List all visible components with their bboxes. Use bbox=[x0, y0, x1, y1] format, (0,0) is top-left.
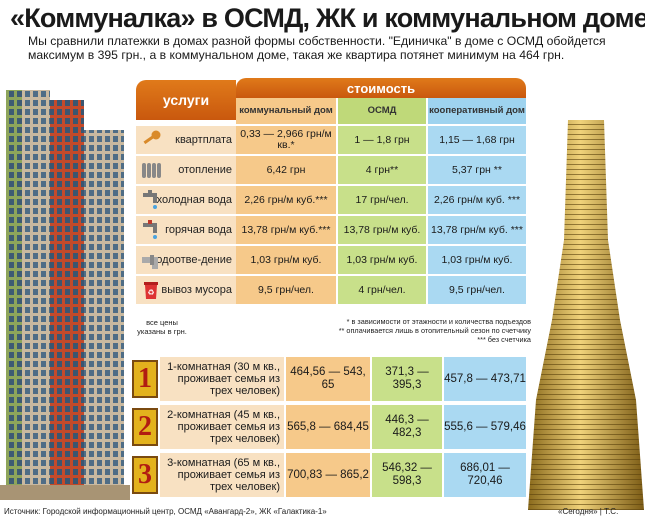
table-cell: 446,3 — 482,3 bbox=[372, 405, 442, 449]
service-label: квартплата bbox=[175, 133, 232, 146]
footnote: ** оплачивается лишь в отопительный сезо… bbox=[338, 326, 531, 335]
services-header: услуги bbox=[136, 80, 236, 120]
footnote: * в зависимости от этажности и количеств… bbox=[346, 317, 531, 326]
credit-caption: «Сегодня» | Т.С. bbox=[558, 507, 619, 516]
apartment-number-badge: 3 bbox=[132, 456, 158, 494]
table-cell: 4 грн** bbox=[338, 156, 426, 184]
apartment-row: 1 1-комнатная (30 м кв., проживает семья… bbox=[130, 357, 526, 401]
column-header-osmd: ОСМД bbox=[338, 98, 426, 124]
table-row: горячая вода 13,78 грн/м куб.*** 13,78 г… bbox=[136, 216, 526, 245]
table-cell: 2,26 грн/м куб.*** bbox=[236, 186, 336, 214]
table-cell: 1,03 грн/м куб. bbox=[428, 246, 526, 274]
table-cell: 13,78 грн/м куб. bbox=[338, 216, 426, 244]
prices-note: все цены указаны в грн. bbox=[137, 318, 187, 336]
table-cell: 5,37 грн ** bbox=[428, 156, 526, 184]
source-caption: Источник: Городской информационный центр… bbox=[4, 507, 327, 516]
table-cell: 6,42 грн bbox=[236, 156, 336, 184]
table-cell: 2,26 грн/м куб. *** bbox=[428, 186, 526, 214]
table-row: отопление 6,42 грн 4 грн** 5,37 грн ** bbox=[136, 156, 526, 185]
table-row: ♻ вывоз мусора 9,5 грн/чел. 4 грн/чел. 9… bbox=[136, 276, 526, 305]
table-cell: 555,6 — 579,46 bbox=[444, 405, 526, 449]
table-cell: 464,56 — 543, 65 bbox=[286, 357, 370, 401]
page-title: «Коммуналка» в ОСМД, ЖК и коммунальном д… bbox=[10, 3, 645, 33]
service-label: отопление bbox=[178, 163, 232, 176]
table-cell: 9,5 грн/чел. bbox=[428, 276, 526, 304]
table-cell: 1,03 грн/м куб. bbox=[236, 246, 336, 274]
table-cell: 13,78 грн/м куб. *** bbox=[428, 216, 526, 244]
column-header-communal: коммунальный дом bbox=[236, 98, 336, 124]
table-cell: 565,8 — 684,45 bbox=[286, 405, 370, 449]
table-cell: 686,01 — 720,46 bbox=[444, 453, 526, 497]
apartment-row: 3 3-комнатная (65 м кв., проживает семья… bbox=[130, 453, 526, 497]
hot-tap-icon bbox=[143, 220, 157, 239]
cold-tap-icon bbox=[143, 190, 157, 209]
apartment-label: 1-комнатная (30 м кв., проживает семья и… bbox=[160, 357, 284, 401]
apartment-label: 2-комнатная (45 м кв., проживает семья и… bbox=[160, 405, 284, 449]
table-cell: 457,8 — 473,71 bbox=[444, 357, 526, 401]
footnotes: * в зависимости от этажности и количеств… bbox=[326, 317, 531, 344]
column-header-cooperative: кооперативный дом bbox=[428, 98, 526, 124]
apartment-label: 3-комнатная (65 м кв., проживает семья и… bbox=[160, 453, 284, 497]
subtitle: Мы сравнили платежки в домах разной форм… bbox=[28, 34, 606, 62]
radiator-icon bbox=[142, 163, 161, 178]
drain-pipe-icon bbox=[142, 255, 158, 269]
key-icon bbox=[143, 130, 161, 145]
table-cell: 546,32 — 598,3 bbox=[372, 453, 442, 497]
table-cell: 700,83 — 865,2 bbox=[286, 453, 370, 497]
table-cell: 17 грн/чел. bbox=[338, 186, 426, 214]
table-cell: 1,15 — 1,68 грн bbox=[428, 126, 526, 154]
trash-bin-icon: ♻ bbox=[144, 282, 158, 299]
service-label: холодная вода bbox=[156, 193, 232, 206]
table-row: холодная вода 2,26 грн/м куб.*** 17 грн/… bbox=[136, 186, 526, 215]
table-cell: 4 грн/чел. bbox=[338, 276, 426, 304]
table-cell: 371,3 — 395,3 bbox=[372, 357, 442, 401]
table-row: квартплата 0,33 — 2,966 грн/м кв.* 1 — 1… bbox=[136, 126, 526, 155]
table-cell: 0,33 — 2,966 грн/м кв.* bbox=[236, 126, 336, 154]
service-label: водоотве-дение bbox=[150, 253, 232, 266]
service-label: вывоз мусора bbox=[161, 283, 232, 296]
svg-text:♻: ♻ bbox=[147, 288, 154, 297]
table-cell: 9,5 грн/чел. bbox=[236, 276, 336, 304]
table-cell: 1 — 1,8 грн bbox=[338, 126, 426, 154]
service-label: горячая вода bbox=[165, 223, 232, 236]
coin-stack-illustration bbox=[528, 120, 644, 510]
apartment-building-illustration bbox=[0, 90, 130, 500]
cost-header: стоимость bbox=[236, 78, 526, 98]
apartment-row: 2 2-комнатная (45 м кв., проживает семья… bbox=[130, 405, 526, 449]
apartment-number-badge: 2 bbox=[132, 408, 158, 446]
table-cell: 1,03 грн/м куб. bbox=[338, 246, 426, 274]
apartment-number-badge: 1 bbox=[132, 360, 158, 398]
table-row: водоотве-дение 1,03 грн/м куб. 1,03 грн/… bbox=[136, 246, 526, 275]
footnote: *** без счетчика bbox=[477, 335, 531, 344]
table-cell: 13,78 грн/м куб.*** bbox=[236, 216, 336, 244]
